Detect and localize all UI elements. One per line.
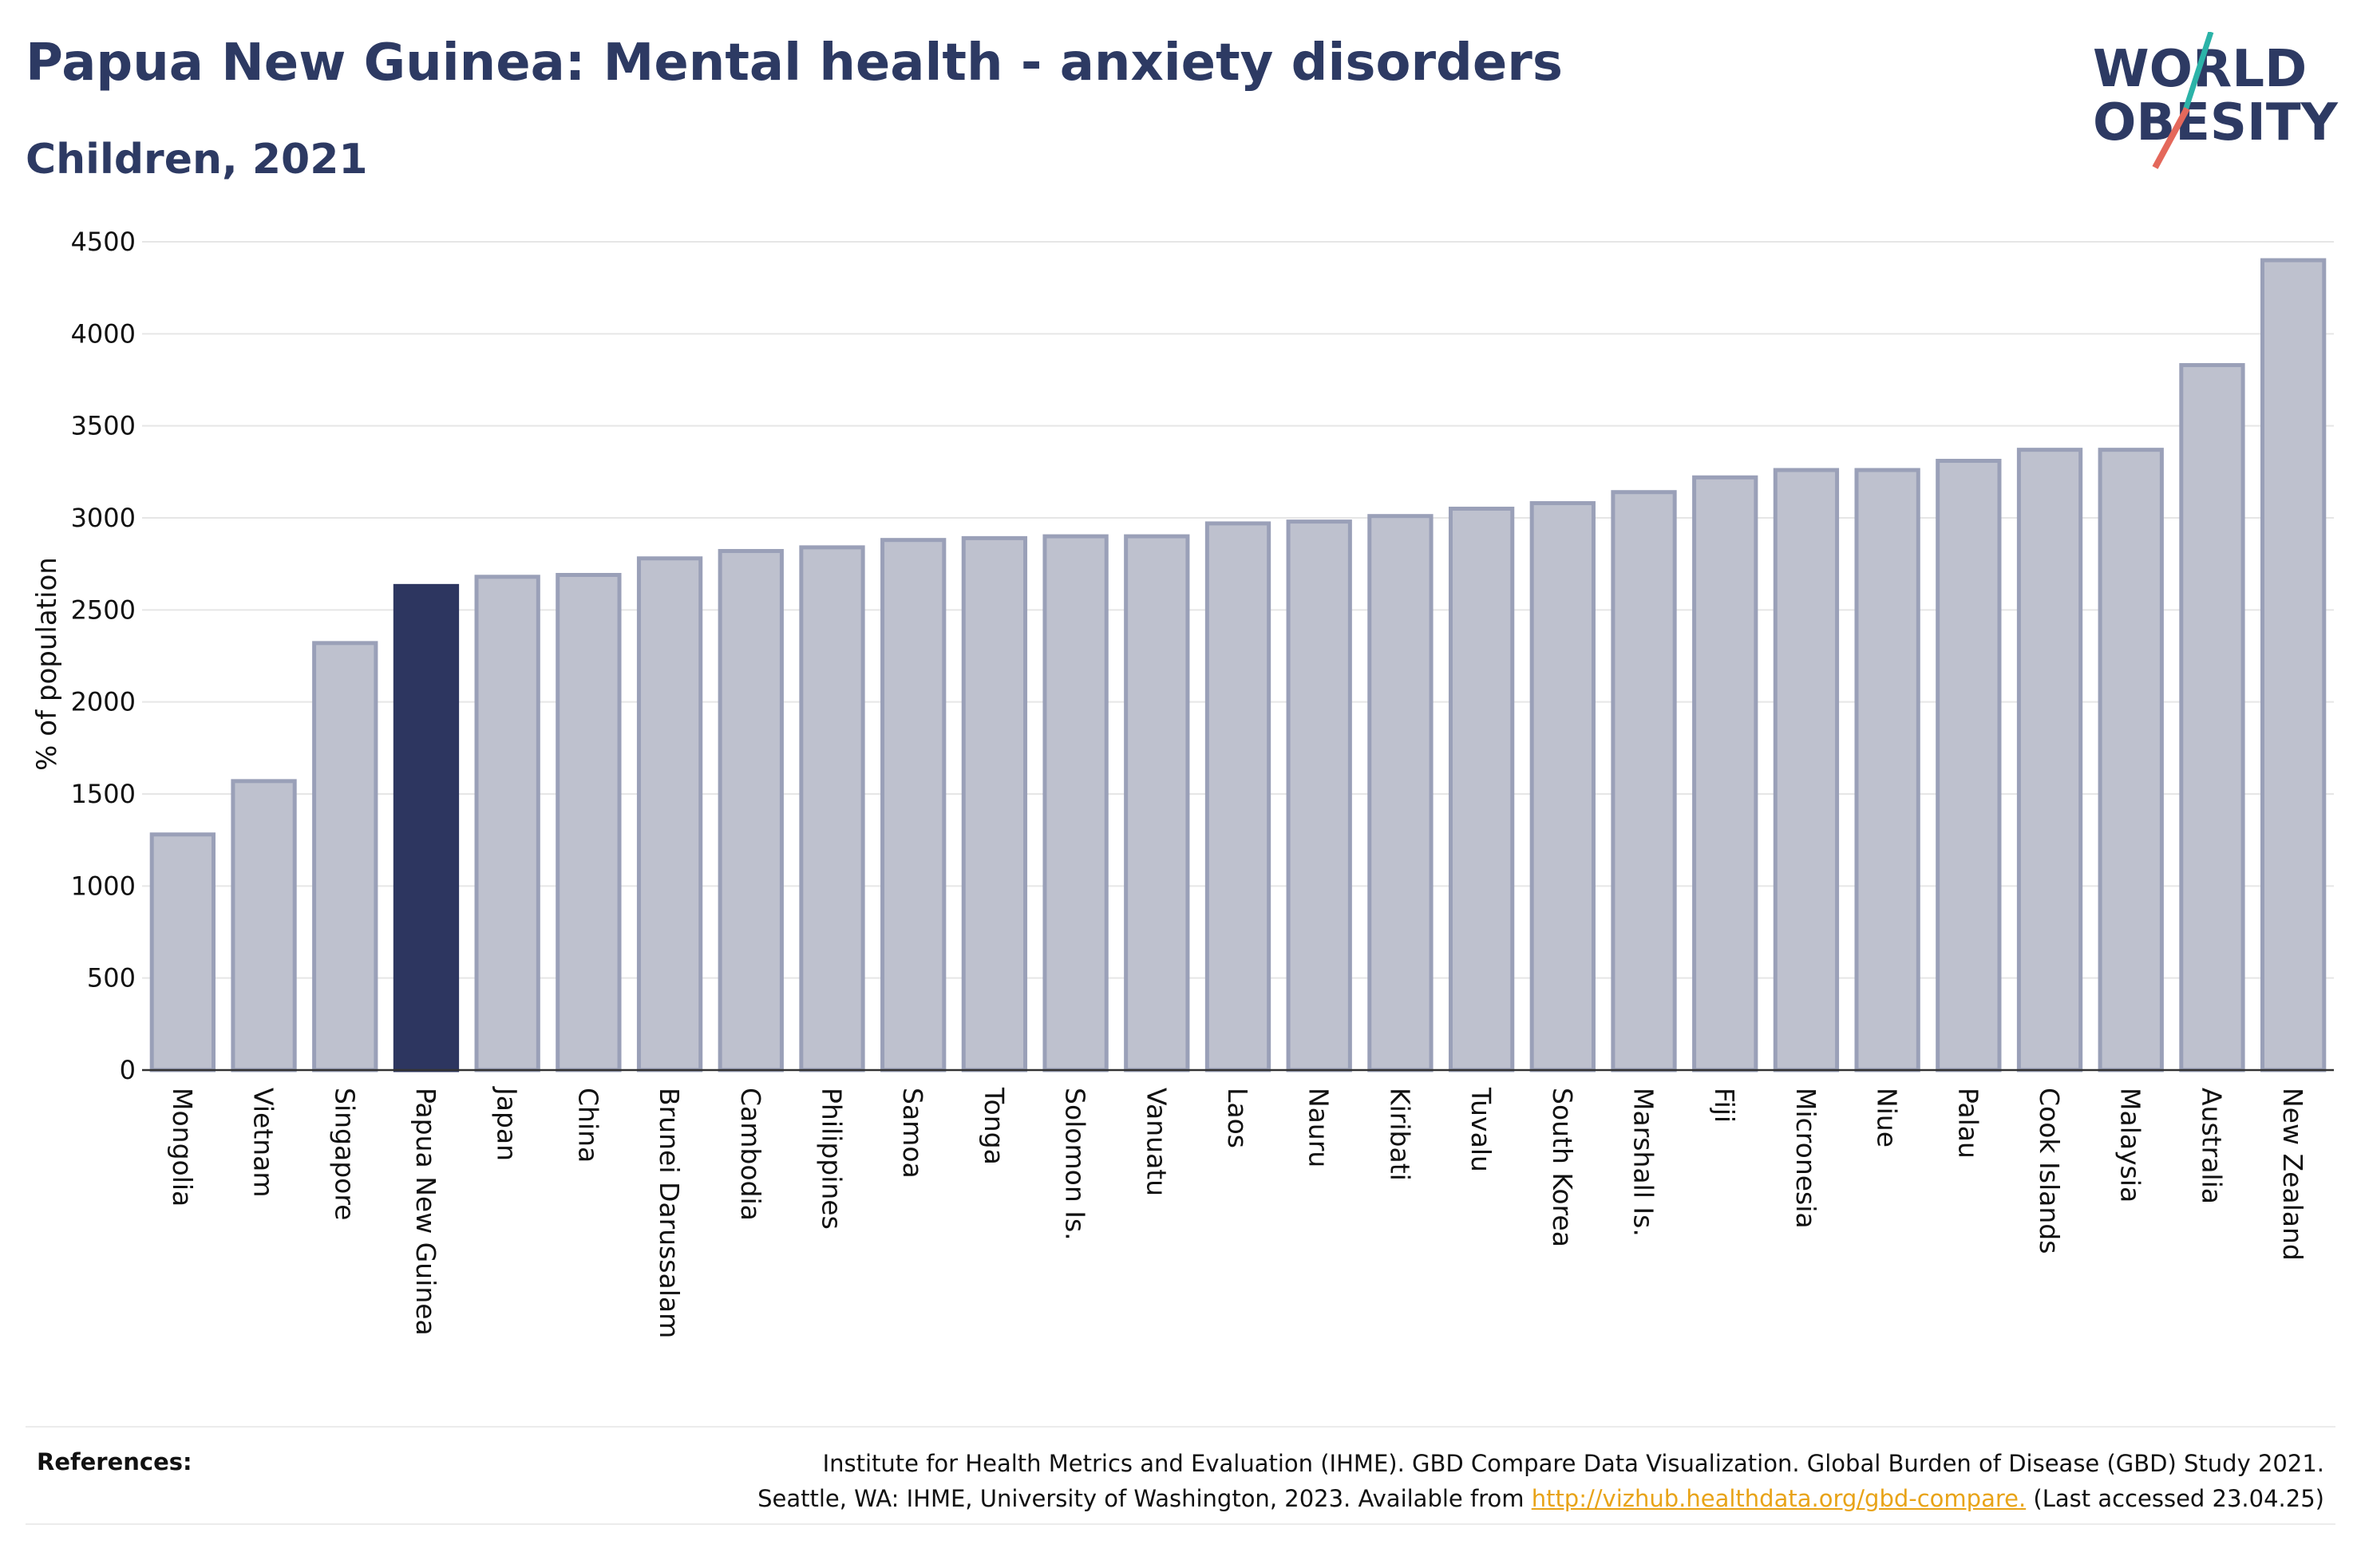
- x-tick-label: Vietnam: [248, 1088, 279, 1198]
- y-tick-label: 1500: [71, 779, 136, 809]
- logo-slash-red: [2152, 107, 2190, 169]
- bar: [961, 535, 1028, 1072]
- x-tick-label: Micronesia: [1790, 1088, 1821, 1229]
- y-tick-label: 500: [87, 963, 136, 993]
- x-tick-label: Philippines: [816, 1088, 847, 1230]
- y-axis-label: % of population: [31, 557, 63, 771]
- x-tick-label: China: [572, 1088, 603, 1163]
- bar: [1854, 468, 1920, 1072]
- bar: [231, 779, 297, 1072]
- bar: [1367, 514, 1434, 1072]
- x-tick-label: Mongolia: [167, 1088, 198, 1207]
- x-tick-label: Niue: [1872, 1088, 1903, 1147]
- x-tick-label: Singapore: [329, 1088, 360, 1220]
- y-tick-label: 2500: [71, 594, 136, 625]
- bar: [556, 573, 622, 1072]
- bar: [1448, 506, 1515, 1072]
- x-tick-label: Papua New Guinea: [410, 1088, 441, 1336]
- bar: [2260, 258, 2327, 1072]
- bar: [2098, 448, 2164, 1072]
- logo-text-obesity: OBESITY: [2093, 93, 2338, 152]
- y-tick-label: 0: [120, 1055, 136, 1085]
- y-tick-label: 2000: [71, 687, 136, 717]
- bar: [636, 556, 703, 1072]
- x-tick-label: New Zealand: [2277, 1088, 2308, 1261]
- reference-line-2-after: (Last accessed 23.04.25): [2026, 1485, 2324, 1512]
- y-tick-label: 4500: [71, 227, 136, 257]
- bar: [1692, 475, 1758, 1072]
- x-tick-label: Brunei Darussalam: [654, 1088, 685, 1338]
- bar: [1124, 534, 1190, 1072]
- x-tick-label: Vanuatu: [1141, 1088, 1172, 1196]
- bar: [1773, 468, 1840, 1072]
- references-divider-bottom: [26, 1523, 2335, 1525]
- bar: [2179, 363, 2245, 1072]
- bar: [312, 641, 378, 1072]
- references-divider-top: [26, 1426, 2335, 1428]
- x-tick-label: Tonga: [979, 1087, 1010, 1165]
- x-tick-label: Fiji: [1709, 1088, 1740, 1123]
- reference-line-1: Institute for Health Metrics and Evaluat…: [822, 1450, 2324, 1477]
- x-tick-label: Marshall Is.: [1628, 1088, 1659, 1237]
- y-tick-label: 3000: [71, 503, 136, 533]
- bar: [393, 583, 460, 1072]
- y-tick-label: 3500: [71, 411, 136, 441]
- x-tick-label: Tuvalu: [1465, 1087, 1497, 1172]
- chart-subtitle: Children, 2021: [26, 136, 368, 184]
- chart-title: Papua New Guinea: Mental health - anxiet…: [26, 34, 1563, 93]
- x-tick-label: Laos: [1222, 1088, 1253, 1148]
- x-tick-label: South Korea: [1547, 1088, 1578, 1247]
- world-obesity-logo: WORLD OBESITY: [2093, 32, 2338, 169]
- references-label: References:: [37, 1448, 192, 1475]
- bar: [1286, 519, 1352, 1072]
- bar: [1529, 501, 1596, 1072]
- x-tick-label: Japan: [492, 1086, 523, 1161]
- bar: [1611, 490, 1677, 1072]
- bar: [149, 832, 216, 1072]
- bar: [880, 538, 947, 1072]
- bar: [1204, 521, 1271, 1072]
- y-tick-label: 4000: [71, 318, 136, 349]
- bar: [799, 545, 865, 1072]
- reference-line-2-before: Seattle, WA: IHME, University of Washing…: [757, 1485, 1532, 1512]
- x-tick-label: Kiribati: [1384, 1088, 1415, 1181]
- bar: [1042, 534, 1109, 1072]
- logo-slash-teal: [2182, 32, 2214, 112]
- y-axis-ticks: 0 500 1000 1500 2000 2500 3000 3500 4000 4500: [71, 227, 136, 1085]
- x-tick-label: Australia: [2196, 1088, 2227, 1204]
- reference-line-2: Seattle, WA: IHME, University of Washing…: [488, 1481, 2324, 1516]
- bar: [1936, 458, 2002, 1072]
- bar-chart: 0 500 1000 1500 2000 2500 3000 3500 4000 4500 Mon…: [31, 227, 2334, 1338]
- bar: [2016, 448, 2083, 1072]
- x-tick-label: Nauru: [1303, 1088, 1335, 1167]
- x-tick-label: Solomon Is.: [1060, 1088, 1091, 1241]
- references-text: Institute for Health Metrics and Evaluat…: [488, 1446, 2324, 1516]
- x-tick-label: Palau: [1952, 1088, 1983, 1159]
- x-tick-label: Samoa: [897, 1088, 928, 1179]
- x-tick-label: Cook Islands: [2034, 1088, 2065, 1254]
- y-tick-label: 1000: [71, 871, 136, 901]
- bar: [718, 549, 784, 1072]
- bars: [149, 258, 2327, 1072]
- reference-link[interactable]: http://vizhub.healthdata.org/gbd-compare…: [1531, 1485, 2027, 1512]
- x-tick-label: Cambodia: [735, 1088, 766, 1221]
- bar: [474, 575, 540, 1072]
- x-tick-label: Malaysia: [2115, 1088, 2146, 1203]
- x-axis-labels: Mongolia Vietnam Singapore Papua New Guinea…: [167, 1086, 2308, 1338]
